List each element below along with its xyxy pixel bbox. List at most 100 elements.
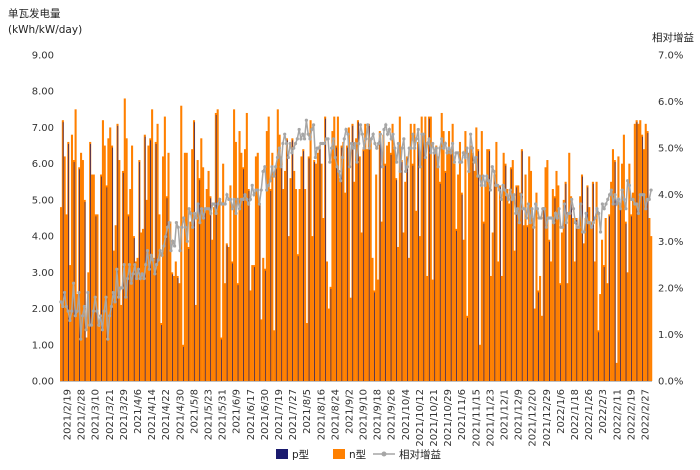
relative-gain-point xyxy=(284,141,289,146)
relative-gain-point xyxy=(355,160,359,164)
relative-gain-point xyxy=(313,155,317,160)
n-type-bar xyxy=(216,109,219,381)
relative-gain-point xyxy=(201,216,206,220)
p-type-bar xyxy=(254,267,255,381)
relative-gain-point xyxy=(257,202,262,206)
relative-gain-point xyxy=(564,221,568,225)
legend-label-n-type: n型 xyxy=(349,448,366,461)
relative-gain-point xyxy=(570,197,574,201)
relative-gain-point xyxy=(97,323,101,327)
relative-gain-point xyxy=(75,309,79,313)
relative-gain-point xyxy=(561,225,565,229)
p-type-bar xyxy=(128,216,130,381)
n-type-bar xyxy=(508,203,511,381)
relative-gain-point xyxy=(225,193,229,197)
relative-gain-point xyxy=(311,123,316,127)
p-type-bar xyxy=(472,154,474,381)
p-type-bar xyxy=(636,122,638,381)
relative-gain-point xyxy=(396,141,401,146)
p-type-bar xyxy=(576,220,578,381)
relative-gain-point xyxy=(405,165,410,169)
relative-gain-point xyxy=(427,137,431,141)
n-type-bar xyxy=(424,116,427,381)
p-type-bar xyxy=(390,154,392,381)
n-type-bar xyxy=(254,156,257,381)
relative-gain-point xyxy=(492,169,496,174)
n-type-bar xyxy=(125,138,128,381)
relative-gain-point xyxy=(173,244,177,248)
n-type-bar xyxy=(238,131,241,381)
p-type-bar xyxy=(450,151,452,381)
relative-gain-point xyxy=(631,197,635,201)
p-type-bar xyxy=(292,140,294,381)
n-type-bar xyxy=(540,315,543,381)
n-type-bar xyxy=(642,149,645,381)
n-type-bar xyxy=(336,116,339,381)
n-type-bar xyxy=(109,127,112,381)
x-tick-label: 2021/10/4 xyxy=(401,389,412,440)
n-type-bar xyxy=(446,152,449,381)
p-type-bar xyxy=(434,151,436,381)
p-type-bar xyxy=(614,162,616,381)
relative-gain-point xyxy=(64,304,68,309)
n-type-bar xyxy=(118,160,121,381)
relative-gain-point xyxy=(618,207,623,211)
n-type-bar xyxy=(355,138,358,381)
n-type-bar xyxy=(85,337,88,381)
p-type-bar xyxy=(204,212,206,381)
p-type-bar xyxy=(396,180,397,381)
relative-gain-point xyxy=(452,160,456,164)
p-type-bar xyxy=(221,339,222,381)
relative-gain-point xyxy=(510,197,514,201)
n-type-bar xyxy=(112,250,115,381)
p-type-bar xyxy=(412,165,414,381)
n-type-bar xyxy=(360,232,363,381)
n-type-bar xyxy=(588,207,591,381)
relative-gain-point xyxy=(607,193,612,197)
relative-gain-point xyxy=(160,253,164,257)
n-type-bar xyxy=(322,218,325,381)
relative-gain-point xyxy=(470,146,475,150)
relative-gain-point xyxy=(117,295,121,299)
relative-gain-point xyxy=(274,165,278,169)
n-type-bar xyxy=(568,152,571,381)
relative-gain-point xyxy=(615,202,619,206)
relative-gain-point xyxy=(100,328,105,332)
n-type-bar xyxy=(325,261,329,381)
relative-gain-point xyxy=(514,211,518,215)
n-type-bar xyxy=(582,243,585,381)
relative-gain-point xyxy=(543,207,547,211)
n-type-bar xyxy=(519,192,522,381)
n-type-bar xyxy=(218,199,221,381)
relative-gain-point xyxy=(198,221,202,225)
relative-gain-point xyxy=(331,137,336,141)
left-tick-label: 1.00 xyxy=(32,340,54,351)
relative-gain-point xyxy=(328,160,332,164)
p-type-bar xyxy=(188,248,190,381)
n-type-bar xyxy=(447,131,451,381)
relative-gain-point xyxy=(151,258,155,262)
n-type-bar xyxy=(222,163,225,381)
x-tick-label: 2022/2/27 xyxy=(640,389,651,440)
relative-gain-point xyxy=(245,197,249,201)
relative-gain-point xyxy=(544,225,549,229)
left-tick-label: 2.00 xyxy=(32,304,54,315)
p-type-bar xyxy=(90,143,91,381)
x-tick-label: 2021/10/12 xyxy=(415,389,426,447)
p-type-bar xyxy=(521,151,523,381)
relative-gain-point xyxy=(523,207,527,211)
x-tick-label: 2021/3/10 xyxy=(91,389,102,440)
p-type-bar xyxy=(68,143,69,381)
relative-gain-point xyxy=(250,183,254,187)
relative-gain-point xyxy=(248,197,253,201)
relative-gain-point xyxy=(187,207,191,211)
relative-gain-point xyxy=(611,202,615,206)
n-type-bar xyxy=(475,127,478,381)
relative-gain-point xyxy=(384,123,388,127)
relative-gain-point xyxy=(447,146,451,150)
n-type-bar xyxy=(431,279,434,381)
x-tick-label: 2021/5/23 xyxy=(204,389,215,440)
n-type-bar xyxy=(528,156,531,381)
relative-gain-point xyxy=(584,211,588,215)
relative-gain-point xyxy=(140,272,144,276)
